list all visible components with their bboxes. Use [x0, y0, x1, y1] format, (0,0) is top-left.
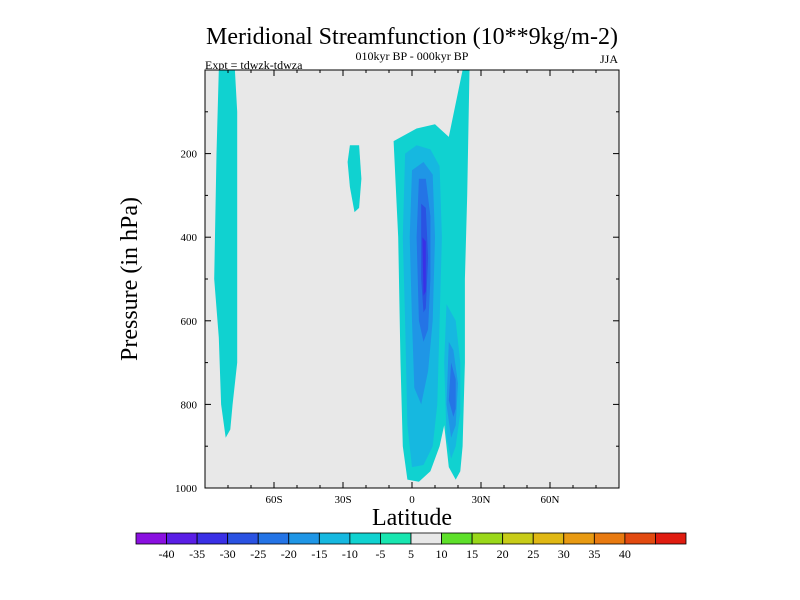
- expt-label: Expt = tdwzk-tdwza: [205, 58, 303, 72]
- contour-region-central-30: [422, 237, 426, 296]
- x-axis-label: Latitude: [372, 505, 452, 531]
- season-label: JJA: [600, 52, 618, 66]
- x-tick-label: 0: [409, 494, 415, 506]
- colorbar-label: 35: [588, 547, 600, 561]
- colorbar-label: 10: [436, 547, 448, 561]
- colorbar-label: 15: [466, 547, 478, 561]
- colorbar-box: [135, 532, 167, 545]
- y-tick-label: 600: [181, 316, 198, 328]
- colorbar-label: -5: [375, 547, 385, 561]
- colorbar-label: 30: [558, 547, 570, 561]
- colorbar-box: [563, 532, 595, 545]
- colorbar-box: [624, 532, 656, 545]
- x-tick-label: 30S: [334, 494, 351, 506]
- x-tick-label: 60N: [541, 494, 560, 506]
- chart-title: Meridional Streamfunction (10**9kg/m-2): [206, 24, 618, 50]
- colorbar-label: -10: [342, 547, 358, 561]
- colorbar-box: [502, 532, 534, 545]
- colorbar-box: [380, 532, 412, 545]
- colorbar-box: [471, 532, 504, 545]
- colorbar-label: 25: [527, 547, 539, 561]
- colorbar-label: 20: [497, 547, 509, 561]
- colorbar-box: [257, 532, 290, 545]
- y-tick-label: 400: [181, 232, 198, 244]
- colorbar-box: [288, 532, 320, 545]
- colorbar-label: 40: [619, 547, 631, 561]
- colorbar-box: [227, 532, 259, 545]
- colorbar-label: -40: [159, 547, 175, 561]
- x-tick-label: 60S: [265, 494, 282, 506]
- colorbar-box: [532, 532, 565, 545]
- colorbar-box: [318, 532, 351, 545]
- contour-region-sh-midlat-small: [347, 145, 362, 213]
- contour-region-nh-positive: [478, 178, 484, 254]
- chart-subtitle: 010kyr BP - 000kyr BP: [356, 49, 469, 63]
- y-tick-label: 1000: [175, 483, 198, 495]
- colorbar-label: -35: [189, 547, 205, 561]
- colorbar-label: -30: [220, 547, 236, 561]
- colorbar-label: -25: [250, 547, 266, 561]
- colorbar-box: [655, 532, 687, 545]
- x-tick-label: 30N: [472, 494, 491, 506]
- colorbar-box: [410, 532, 442, 545]
- colorbar-box: [593, 532, 626, 545]
- y-axis-label: Pressure (in hPa): [117, 197, 143, 361]
- colorbar-box: [441, 532, 473, 545]
- y-tick-label: 200: [181, 149, 198, 161]
- colorbar-box: [196, 532, 229, 545]
- axis-ticks: 60S 30S 0 30N 60N 200 400 600 800 1000: [175, 70, 619, 506]
- colorbar-label: -15: [311, 547, 327, 561]
- colorbar-box: [349, 532, 381, 545]
- colorbar-box: [166, 532, 198, 545]
- colorbar-label: 5: [408, 547, 414, 561]
- colorbar-label: -20: [281, 547, 297, 561]
- contour-layer: [214, 70, 484, 482]
- colorbar: -40 -35 -30 -25 -20 -15 -10 -5 5 10 15 20 25 30 35 40: [135, 532, 687, 561]
- contour-region-branch-20: [448, 362, 456, 417]
- contour-region-sh-polar: [214, 70, 238, 438]
- y-tick-label: 800: [181, 399, 198, 411]
